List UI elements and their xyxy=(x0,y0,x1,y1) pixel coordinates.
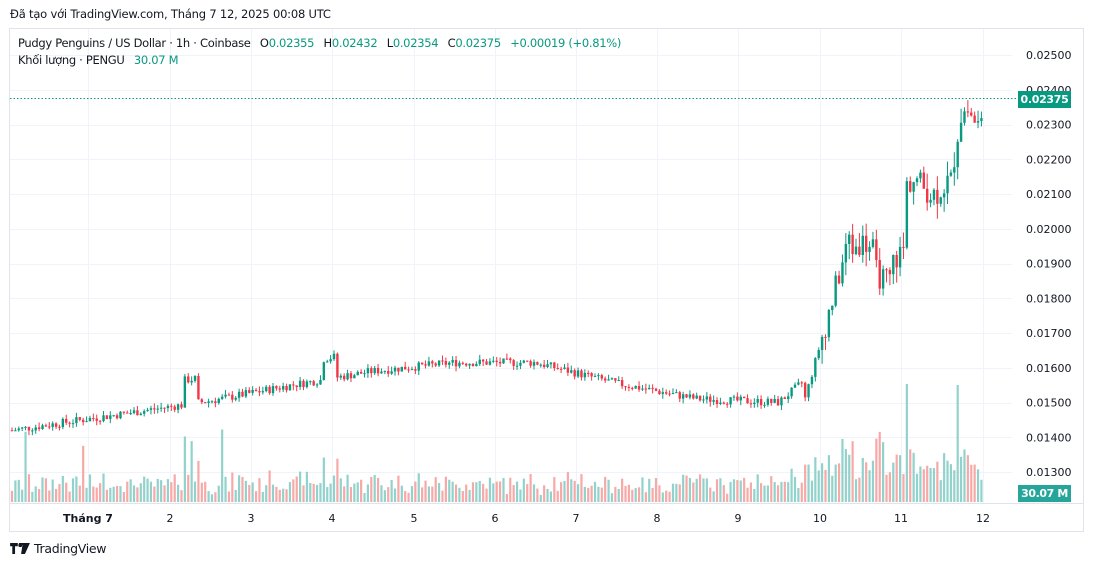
svg-text:0.01500: 0.01500 xyxy=(1026,397,1072,410)
symbol-description[interactable]: Pudgy Penguins / US Dollar · 1h · Coinba… xyxy=(18,36,251,50)
volume-description[interactable]: Khối lượng · PENGU xyxy=(18,53,125,67)
svg-text:9: 9 xyxy=(735,512,742,525)
svg-text:7: 7 xyxy=(573,512,580,525)
svg-text:0.02200: 0.02200 xyxy=(1026,153,1072,166)
close-label: C xyxy=(447,36,456,50)
svg-text:0.01600: 0.01600 xyxy=(1026,362,1072,375)
svg-text:3: 3 xyxy=(248,512,255,525)
brand-name: TradingView xyxy=(34,541,107,556)
low-label: L xyxy=(386,36,393,50)
svg-text:Tháng 7: Tháng 7 xyxy=(63,512,113,525)
svg-text:11: 11 xyxy=(894,512,908,525)
volume-row: Khối lượng · PENGU 30.07 M xyxy=(18,52,621,69)
grid-lines xyxy=(10,29,1012,503)
svg-text:0.02300: 0.02300 xyxy=(1026,119,1072,132)
time-axis[interactable]: Tháng 7 2 3 4 5 6 7 8 9 10 11 12 xyxy=(63,512,990,525)
svg-text:0.01800: 0.01800 xyxy=(1026,292,1072,305)
svg-text:2: 2 xyxy=(167,512,174,525)
chart-legend: Pudgy Penguins / US Dollar · 1h · Coinba… xyxy=(18,35,621,69)
svg-text:0.02000: 0.02000 xyxy=(1026,223,1072,236)
svg-text:5: 5 xyxy=(411,512,418,525)
open-value: 0.02355 xyxy=(268,36,315,50)
high-label: H xyxy=(323,36,333,50)
svg-text:0.01400: 0.01400 xyxy=(1026,431,1072,444)
svg-text:0.01900: 0.01900 xyxy=(1026,258,1072,271)
svg-text:0.02100: 0.02100 xyxy=(1026,188,1072,201)
svg-text:12: 12 xyxy=(976,512,990,525)
footer-brand: TradingView xyxy=(10,541,107,556)
svg-text:4: 4 xyxy=(329,512,336,525)
change-value: +0.00019 (+0.81%) xyxy=(510,36,622,50)
price-axis[interactable]: 0.025000.024000.023000.022000.021000.020… xyxy=(1026,49,1072,479)
chart-frame[interactable] xyxy=(9,28,1084,532)
close-value: 0.02375 xyxy=(455,36,501,50)
svg-text:0.01300: 0.01300 xyxy=(1026,466,1072,479)
svg-text:0.01700: 0.01700 xyxy=(1026,327,1072,340)
svg-text:10: 10 xyxy=(813,512,827,525)
chart-caption: Đã tạo với TradingView.com, Tháng 7 12, … xyxy=(10,7,331,21)
svg-text:6: 6 xyxy=(492,512,499,525)
volume-value: 30.07 M xyxy=(133,53,179,67)
ohlc-row: Pudgy Penguins / US Dollar · 1h · Coinba… xyxy=(18,35,621,52)
open-label: O xyxy=(259,36,269,50)
low-value: 0.02354 xyxy=(392,36,439,50)
high-value: 0.02432 xyxy=(331,36,378,50)
last-price-tag: 0.02375 xyxy=(1018,91,1071,108)
volume-bars xyxy=(10,384,983,502)
tradingview-logo-icon xyxy=(10,543,30,554)
last-volume-tag: 30.07 M xyxy=(1018,485,1071,502)
svg-text:8: 8 xyxy=(654,512,661,525)
svg-text:0.02500: 0.02500 xyxy=(1026,49,1072,62)
price-candles xyxy=(10,100,983,436)
